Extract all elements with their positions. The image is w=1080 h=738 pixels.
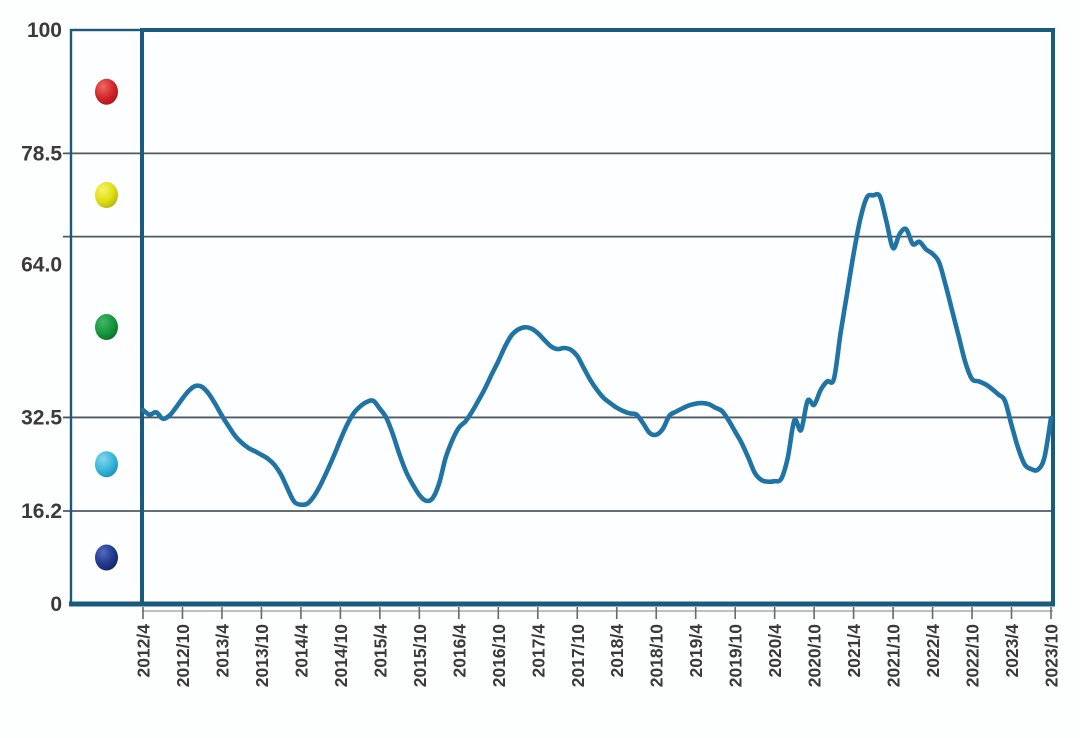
- x-tick-label: 2022/10: [963, 624, 983, 688]
- index-line: [140, 191, 1054, 508]
- x-tick-label: 2015/10: [410, 624, 430, 688]
- x-tick-label: 2015/4: [370, 624, 390, 678]
- y-tick-label: 78.5: [21, 142, 62, 165]
- yellow-ball-icon: [95, 182, 118, 209]
- x-tick-label: 2019/10: [726, 624, 746, 688]
- x-tick-label: 2020/10: [805, 624, 825, 688]
- plot-background: [71, 30, 1053, 604]
- navy-ball-icon: [95, 544, 118, 571]
- x-tick-label: 2017/10: [568, 624, 588, 688]
- x-axis-labels: 2012/4 2012/10 2013/4 2013/10 2014/4 2014/10 2…: [134, 624, 1062, 688]
- x-tick-label: 2022/4: [923, 624, 943, 678]
- y-tick-label: 100: [27, 19, 62, 42]
- x-tick-label: 2017/4: [528, 624, 548, 678]
- x-tick-label: 2023/4: [1002, 624, 1022, 678]
- x-tick-label: 2012/10: [173, 624, 193, 688]
- x-tick-label: 2012/4: [134, 624, 154, 678]
- x-tick-label: 2019/4: [686, 624, 706, 678]
- x-tick-label: 2018/4: [607, 624, 627, 678]
- x-axis: [142, 607, 1053, 619]
- green-ball-icon: [95, 314, 118, 341]
- x-tick-label: 2014/10: [331, 624, 351, 688]
- x-tick-label: 2013/4: [212, 624, 232, 678]
- y-axis-labels: 100 78.5 64.0 32.5 16.2 0: [21, 19, 62, 616]
- x-tick-label: 2013/10: [252, 624, 272, 688]
- x-tick-label: 2021/10: [884, 624, 904, 688]
- zone-legend-strip: [95, 78, 118, 571]
- y-tick-label: 0: [50, 593, 62, 616]
- chart-frame: [69, 28, 1055, 607]
- y-tick-label: 64.0: [21, 254, 62, 277]
- plot-area: [71, 30, 1053, 604]
- y-tick-label: 32.5: [21, 406, 62, 429]
- red-ball-icon: [95, 78, 118, 105]
- x-tick-label: 2021/4: [844, 624, 864, 678]
- x-tick-label: 2016/4: [449, 624, 469, 678]
- y-tick-label: 16.2: [21, 500, 62, 523]
- cyan-ball-icon: [95, 451, 118, 478]
- data-series: [140, 191, 1054, 508]
- x-tick-label: 2014/4: [291, 624, 311, 678]
- x-tick-label: 2016/10: [489, 624, 509, 688]
- x-tick-label: 2023/10: [1042, 624, 1062, 688]
- x-tick-label: 2018/10: [647, 624, 667, 688]
- x-tick-label: 2020/4: [765, 624, 785, 678]
